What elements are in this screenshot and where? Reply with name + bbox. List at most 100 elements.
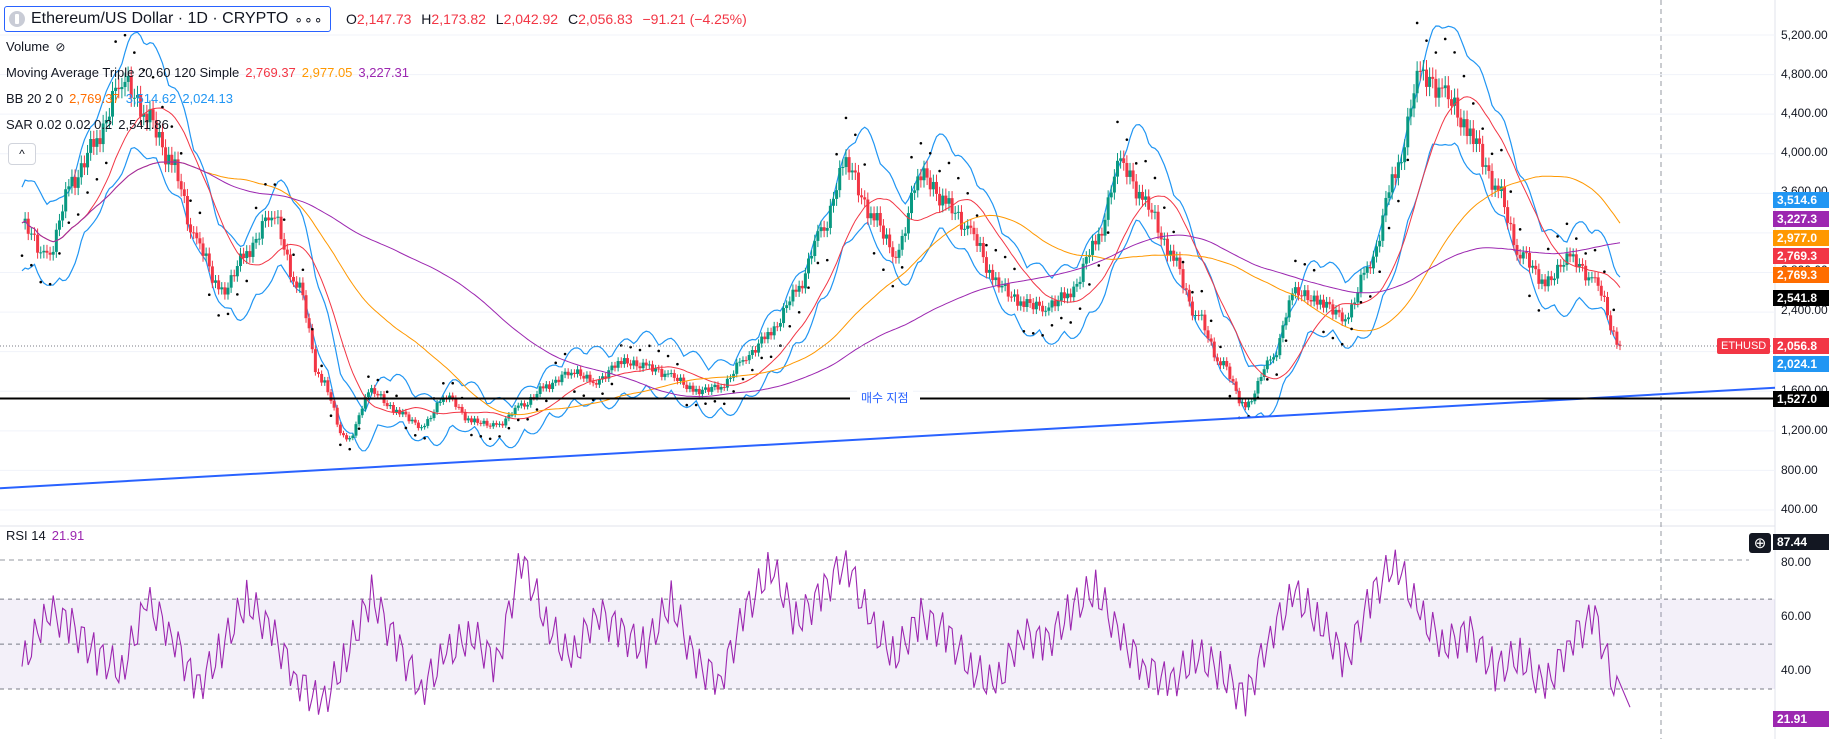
candle-body	[669, 373, 673, 375]
candle-body	[323, 380, 327, 383]
sar-dot	[844, 116, 848, 120]
candle-body	[39, 252, 43, 254]
candle-body	[1256, 380, 1260, 394]
sar-dot	[30, 263, 33, 267]
more-options-icon[interactable]: ∘∘∘	[294, 10, 324, 27]
candle-body	[526, 404, 530, 407]
candle-body	[529, 397, 533, 405]
candle-body	[588, 374, 592, 382]
sar-dot	[451, 381, 455, 385]
candle-body	[1253, 393, 1257, 402]
candle-body	[257, 238, 261, 240]
candle-body	[485, 420, 489, 426]
legend-ma-triple[interactable]: Moving Average Triple 20 60 120 Simple 2…	[6, 65, 409, 81]
candle-body	[635, 360, 639, 367]
candle-body	[1206, 330, 1210, 339]
candle-body	[267, 217, 271, 221]
symbol-selector[interactable]: Ethereum/US Dollar · 1D · CRYPTO ∘∘∘	[4, 6, 331, 32]
candle-body	[1415, 70, 1419, 94]
candle-body	[1165, 238, 1169, 256]
candle-body	[601, 376, 605, 380]
collapse-legend-button[interactable]: ^	[8, 143, 36, 165]
candle-body	[725, 378, 729, 388]
candle-body	[991, 269, 995, 281]
sar-value: 2,541.86	[118, 117, 169, 132]
sar-dot	[638, 348, 642, 352]
candle-body	[1069, 293, 1073, 298]
candle-body	[170, 154, 174, 166]
candle-body	[1234, 381, 1238, 391]
legend-volume[interactable]: Volume ⊘	[6, 39, 65, 55]
sar-dot	[413, 433, 417, 437]
sar-dot	[367, 375, 370, 378]
candle-body	[800, 285, 804, 289]
candle-body	[1025, 299, 1029, 308]
candle-body	[1000, 285, 1004, 288]
sar-dot	[1125, 138, 1129, 141]
candle-body	[1222, 361, 1226, 366]
candle-body	[713, 384, 717, 388]
sar-dot	[582, 394, 586, 397]
candle-body	[785, 305, 789, 309]
candle-body	[82, 163, 86, 168]
candle-body	[70, 176, 74, 187]
sar-dot	[58, 252, 61, 255]
candle-body	[416, 422, 420, 429]
candle-body	[482, 420, 486, 424]
candle-body	[797, 285, 801, 292]
candle-body	[1225, 361, 1229, 367]
candle-body	[1471, 128, 1475, 145]
candle-body	[285, 249, 289, 255]
rsi-tick: 80.00	[1781, 555, 1812, 569]
candle-body	[1184, 288, 1188, 290]
candle-body	[1156, 211, 1160, 233]
candle-body	[938, 193, 942, 206]
add-plus-icon[interactable]: ⊕	[1749, 533, 1771, 553]
sar-dot	[357, 427, 361, 430]
sar-dot	[217, 314, 220, 317]
rsi-legend[interactable]: RSI 14 21.91	[6, 528, 84, 543]
sar-dot	[1528, 294, 1531, 298]
candle-body	[26, 218, 30, 234]
candle-body	[1328, 301, 1332, 305]
hidden-eye-icon[interactable]: ⊘	[55, 40, 66, 54]
candle-body	[235, 266, 239, 277]
bb-basis-price-tag: 2,769.3	[1773, 267, 1829, 283]
candle-body	[1559, 264, 1563, 267]
sar-dot	[442, 381, 445, 385]
buy-point-label[interactable]: 매수 지점	[857, 389, 913, 406]
candle-body	[813, 240, 817, 257]
sar-dot	[1537, 309, 1541, 312]
candle-body	[304, 295, 308, 319]
candle-body	[338, 424, 342, 434]
candle-body	[919, 176, 923, 181]
sar-dot	[891, 284, 895, 288]
candle-body	[29, 233, 33, 235]
candle-body	[457, 406, 461, 408]
candle-body	[1390, 174, 1394, 193]
candle-body	[348, 438, 352, 440]
candle-body	[95, 138, 99, 147]
candle-body	[1075, 283, 1079, 287]
candle-body	[803, 273, 807, 289]
sar-dot	[292, 253, 295, 257]
candle-body	[807, 258, 811, 274]
candle-body	[139, 94, 143, 117]
sar-dot	[179, 152, 183, 155]
legend-sar[interactable]: SAR 0.02 0.02 0.2 2,541.86	[6, 117, 169, 133]
legend-bb[interactable]: BB 20 2 0 2,769.37 3,514.62 2,024.13	[6, 91, 233, 107]
rsi-line	[21, 549, 1631, 717]
candle-body	[154, 120, 158, 138]
candle-body	[1031, 302, 1035, 310]
sar-dot	[48, 282, 52, 286]
sar-dot	[488, 437, 492, 441]
price-tick: 800.00	[1781, 463, 1818, 477]
sar-dot	[1144, 159, 1147, 163]
candle-body	[694, 388, 698, 392]
candle-body	[1278, 338, 1282, 356]
candle-body	[463, 411, 467, 421]
sar-dot	[245, 279, 249, 283]
candle-body	[738, 361, 742, 363]
price-tick: 400.00	[1781, 502, 1818, 516]
